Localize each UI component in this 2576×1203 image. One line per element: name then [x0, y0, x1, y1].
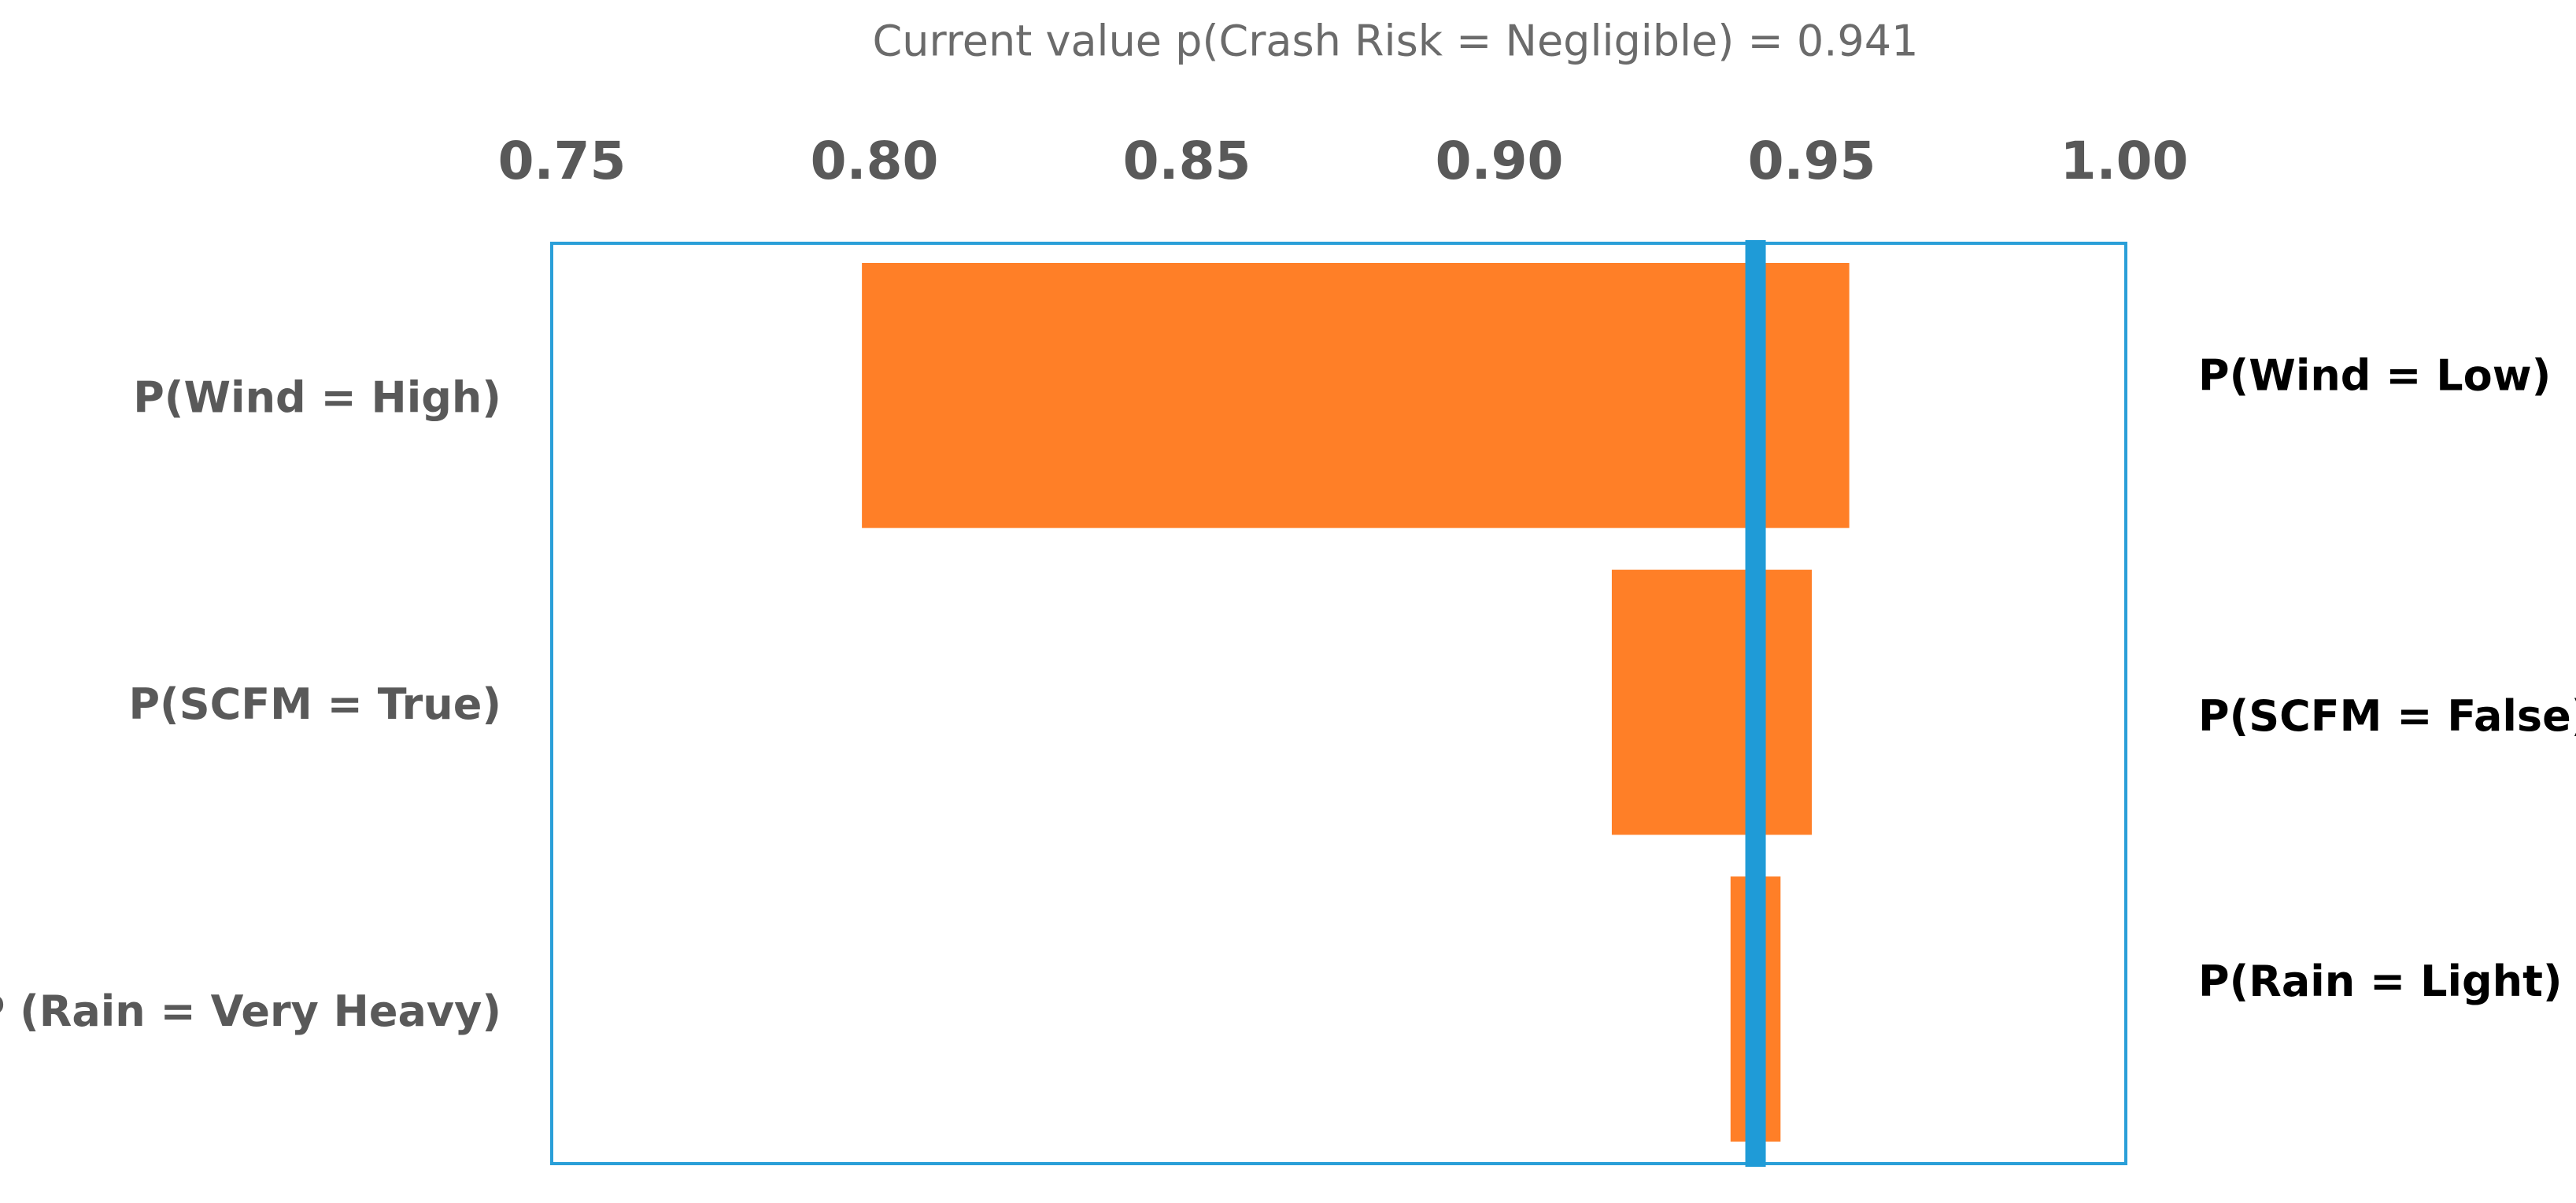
current-value-line — [1745, 240, 1766, 1167]
chart-title: Current value p(Crash Risk = Negligible)… — [873, 17, 1919, 66]
x-tick-label: 0.90 — [1436, 131, 1564, 191]
right-label: P(Wind = Low) — [2198, 350, 2551, 400]
bar — [862, 263, 1850, 528]
left-label: P(SCFM = True) — [128, 679, 501, 729]
x-tick-label: 0.85 — [1123, 131, 1251, 191]
bar — [1611, 569, 1812, 835]
left-label: P(Wind = High) — [133, 372, 501, 422]
x-tick-label: 1.00 — [2060, 131, 2189, 191]
right-label: P(SCFM = False) — [2198, 691, 2576, 741]
x-tick-label: 0.75 — [498, 131, 626, 191]
x-tick-label: 0.95 — [1748, 131, 1876, 191]
x-tick-label: 0.80 — [811, 131, 939, 191]
right-label: P(Rain = Light) — [2198, 957, 2563, 1006]
plot-frame — [550, 242, 2127, 1165]
left-label: P (Rain = Very Heavy) — [0, 986, 501, 1036]
